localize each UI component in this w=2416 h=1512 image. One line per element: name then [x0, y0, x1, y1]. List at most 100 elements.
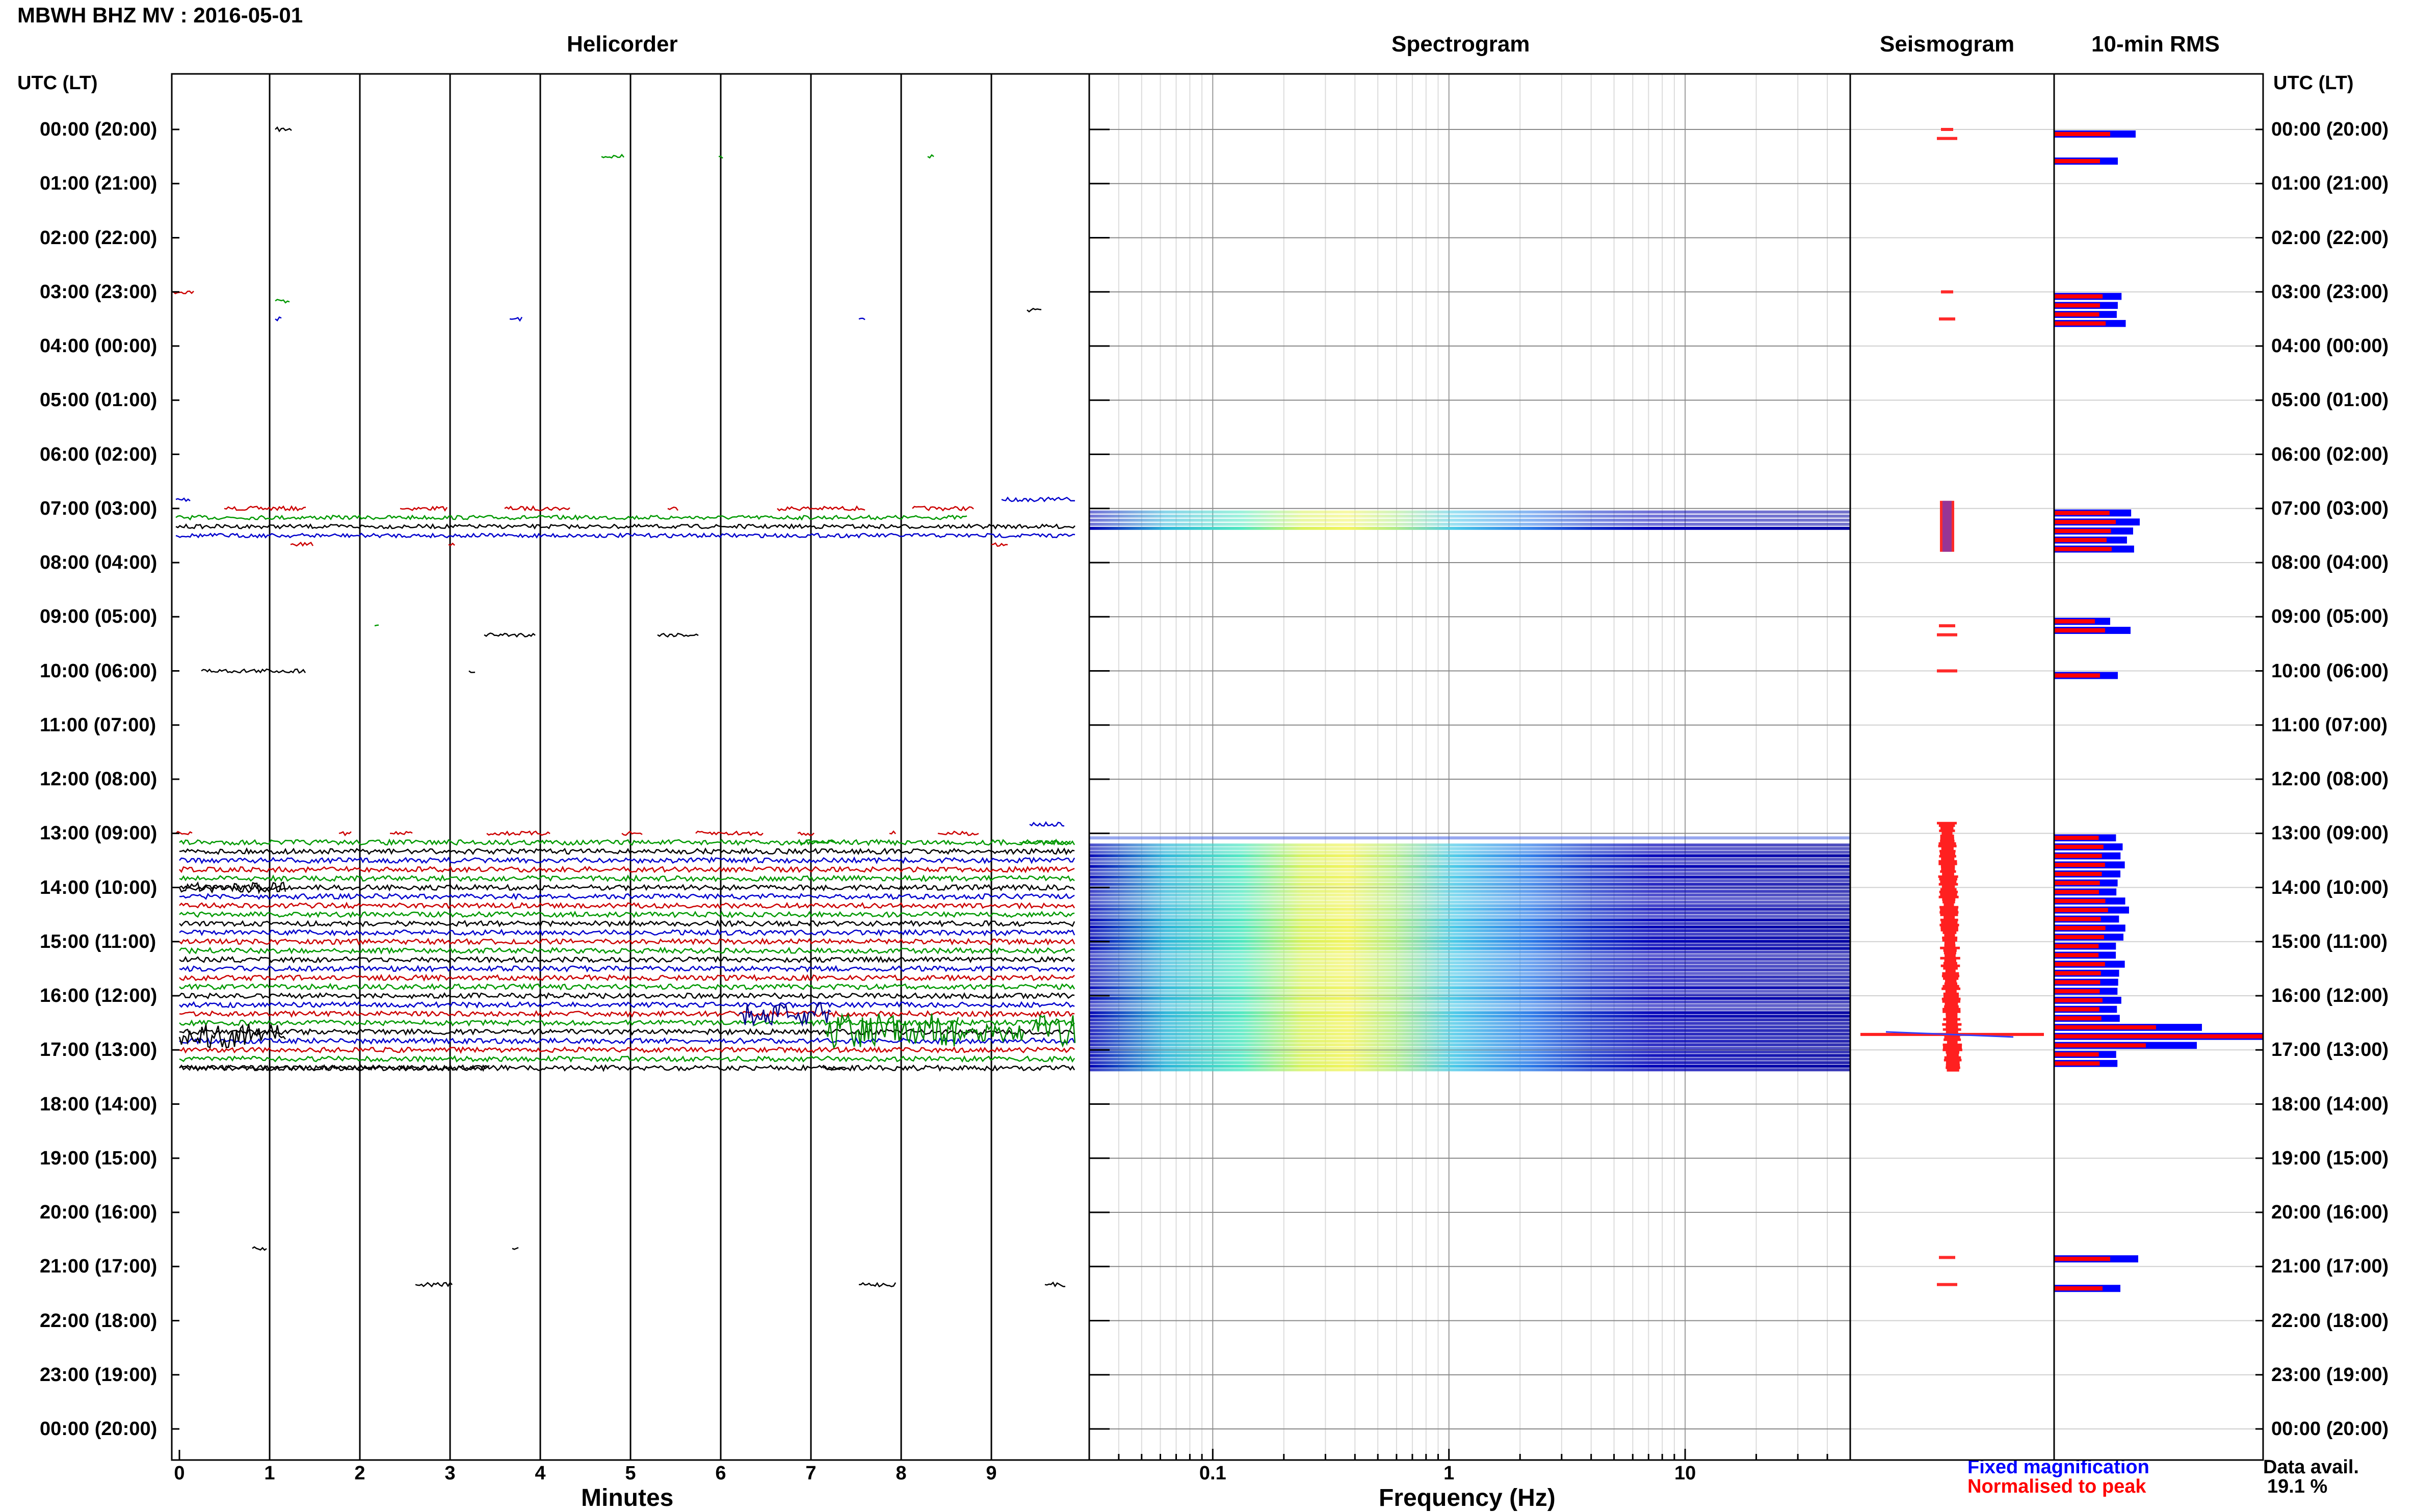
helicorder-trace	[173, 290, 194, 295]
spectrogram-row	[1089, 865, 1850, 868]
seismogram-event	[1939, 624, 1955, 627]
helicorder-trace	[400, 506, 448, 512]
helicorder-trace	[175, 497, 191, 502]
helicorder-burst	[957, 1022, 1025, 1043]
time-label: 01:00 (21:00)	[40, 173, 157, 195]
rms-bar-normalised	[2054, 953, 2099, 958]
rms-bar-normalised	[2054, 158, 2100, 164]
spectrogram-row	[1089, 1043, 1850, 1047]
time-label: 03:00 (23:00)	[40, 281, 157, 303]
helicorder-burst	[178, 1023, 286, 1049]
helicorder-trace	[777, 505, 865, 512]
spectrogram-row	[1089, 943, 1850, 947]
helicorder-trace	[179, 929, 1075, 937]
time-label: 08:00 (04:00)	[40, 552, 157, 573]
helicorder-trace	[937, 830, 979, 836]
helicorder-trace	[667, 506, 679, 511]
spectrogram-row	[1089, 950, 1850, 954]
helicorder-trace	[175, 831, 193, 835]
helicorder-trace	[858, 317, 865, 321]
data-avail-value: 19.1 %	[2267, 1476, 2328, 1497]
spectrogram-row	[1089, 904, 1850, 908]
spectrogram-row	[1089, 1061, 1850, 1065]
time-label: 22:00 (18:00)	[40, 1310, 157, 1332]
spectrogram-row	[1089, 1022, 1850, 1025]
time-label: 05:00 (01:00)	[40, 389, 157, 411]
spectrogram-row	[1089, 1032, 1850, 1036]
rms-bar-normalised	[2054, 294, 2103, 299]
time-label: 02:00 (22:00)	[2271, 227, 2389, 249]
spectrogram-row	[1089, 851, 1850, 854]
helicorder-trace	[509, 316, 523, 322]
helicorder-trace	[179, 983, 1075, 991]
helicorder-trace	[175, 532, 1075, 539]
helicorder-trace	[486, 830, 550, 836]
helicorder-trace	[179, 1064, 1075, 1072]
helicorder-trace	[179, 1028, 1075, 1036]
rms-bar-normalised	[2054, 989, 2100, 994]
seismogram-peak	[1885, 1031, 2014, 1038]
spectrogram-row	[1089, 1068, 1850, 1072]
helicorder-trace	[1001, 496, 1075, 502]
spectrogram-row	[1089, 1057, 1850, 1061]
rms-bar-normalised	[2054, 1043, 2146, 1048]
seismogram-event	[1937, 1283, 1957, 1286]
helicorder-trace	[621, 830, 643, 836]
spectrogram-row	[1089, 1036, 1850, 1040]
helicorder-trace	[657, 632, 699, 638]
rms-bar-normalised	[2054, 528, 2111, 534]
rms-bar-normalised	[2054, 1257, 2110, 1261]
spectrogram-row	[1089, 911, 1850, 915]
spectrogram-row	[1089, 879, 1850, 883]
helicorder-trace	[448, 542, 455, 546]
time-label: 09:00 (05:00)	[40, 606, 157, 628]
spectrogram-row	[1089, 890, 1850, 893]
spectrogram-row	[1089, 1004, 1850, 1007]
time-label: 00:00 (20:00)	[2271, 119, 2389, 140]
spectrogram-row	[1089, 1054, 1850, 1057]
helicorder-trace	[179, 874, 1075, 883]
spectrogram-row	[1089, 1018, 1850, 1022]
time-label: 06:00 (02:00)	[2271, 443, 2389, 465]
rms-bar-normalised	[2054, 944, 2099, 948]
time-label: 07:00 (03:00)	[40, 497, 157, 519]
spectrogram-tick-label: 10	[1674, 1463, 1696, 1484]
helicorder-trace	[179, 992, 1075, 1000]
spectrogram-row	[1089, 876, 1850, 879]
time-label: 01:00 (21:00)	[2271, 173, 2389, 195]
legend-normalised-to-peak: Normalised to peak	[1967, 1476, 2146, 1497]
seismogram-event	[1942, 500, 1952, 552]
spectrogram-row	[1089, 1000, 1850, 1004]
rms-bar-normalised	[2054, 854, 2102, 858]
helicorder-xlabel: Minutes	[581, 1484, 674, 1511]
helicorder-trace	[175, 514, 967, 521]
spectrogram-row	[1089, 979, 1850, 983]
helicorder-trace	[179, 946, 1075, 955]
seismogram-event	[1939, 1256, 1955, 1259]
time-label: 14:00 (10:00)	[2271, 877, 2389, 898]
spectrogram-row	[1089, 972, 1850, 975]
helicorder-trace	[179, 1055, 1075, 1063]
time-label: 08:00 (04:00)	[2271, 552, 2389, 573]
time-label: 19:00 (15:00)	[40, 1147, 157, 1169]
spectrogram-row	[1089, 1047, 1850, 1050]
rms-bar-normalised	[2054, 935, 2104, 940]
rms-bar-normalised	[2054, 871, 2102, 877]
helicorder-trace	[927, 154, 934, 159]
plot-frame	[171, 73, 2264, 1461]
rms-bar-normalised	[2054, 962, 2105, 967]
spectrogram-row	[1089, 836, 1850, 840]
rms-bar-normalised	[2054, 619, 2095, 624]
helicorder-tick-label: 2	[354, 1463, 365, 1484]
time-label: 22:00 (18:00)	[2271, 1310, 2389, 1332]
spectrogram-row	[1089, 858, 1850, 861]
time-label: 21:00 (17:00)	[2271, 1256, 2389, 1278]
rms-bar-normalised	[2054, 511, 2110, 515]
rms-bar-normalised	[2054, 898, 2106, 904]
time-label: 14:00 (10:00)	[40, 877, 157, 898]
spectrogram-row	[1089, 1015, 1850, 1018]
helicorder-trace	[179, 937, 1075, 946]
helicorder-trace	[179, 956, 1075, 964]
spectrogram-row	[1089, 861, 1850, 865]
helicorder-trace	[797, 831, 815, 836]
